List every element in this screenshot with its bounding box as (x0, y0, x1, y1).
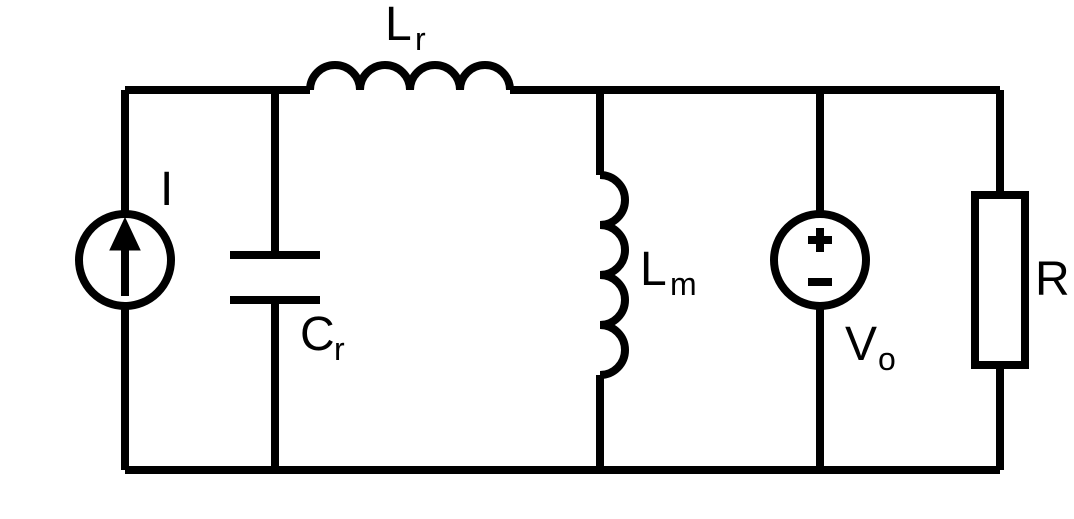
svg-text:L: L (385, 0, 412, 51)
resistor-r (975, 90, 1025, 470)
svg-text:L: L (640, 243, 667, 296)
svg-text:o: o (878, 341, 896, 377)
inductor-lr-label: L r (385, 0, 426, 57)
svg-text:r: r (334, 331, 345, 367)
capacitor-cr-label: C r (300, 308, 345, 367)
inductor-lr (310, 65, 510, 90)
voltage-source (774, 90, 866, 470)
resistor-r-label: R (1035, 253, 1070, 306)
svg-text:C: C (300, 308, 335, 361)
inductor-lm-label: L m (640, 243, 697, 302)
svg-text:m: m (670, 266, 697, 302)
current-source-label: I (160, 163, 173, 216)
current-source (79, 90, 171, 470)
voltage-source-label: V o (845, 318, 896, 377)
capacitor-cr (230, 90, 320, 470)
svg-text:V: V (845, 318, 877, 371)
inductor-lm (600, 90, 625, 470)
svg-text:r: r (415, 21, 426, 57)
circuit-diagram: I C r L r L m V o (0, 0, 1074, 519)
